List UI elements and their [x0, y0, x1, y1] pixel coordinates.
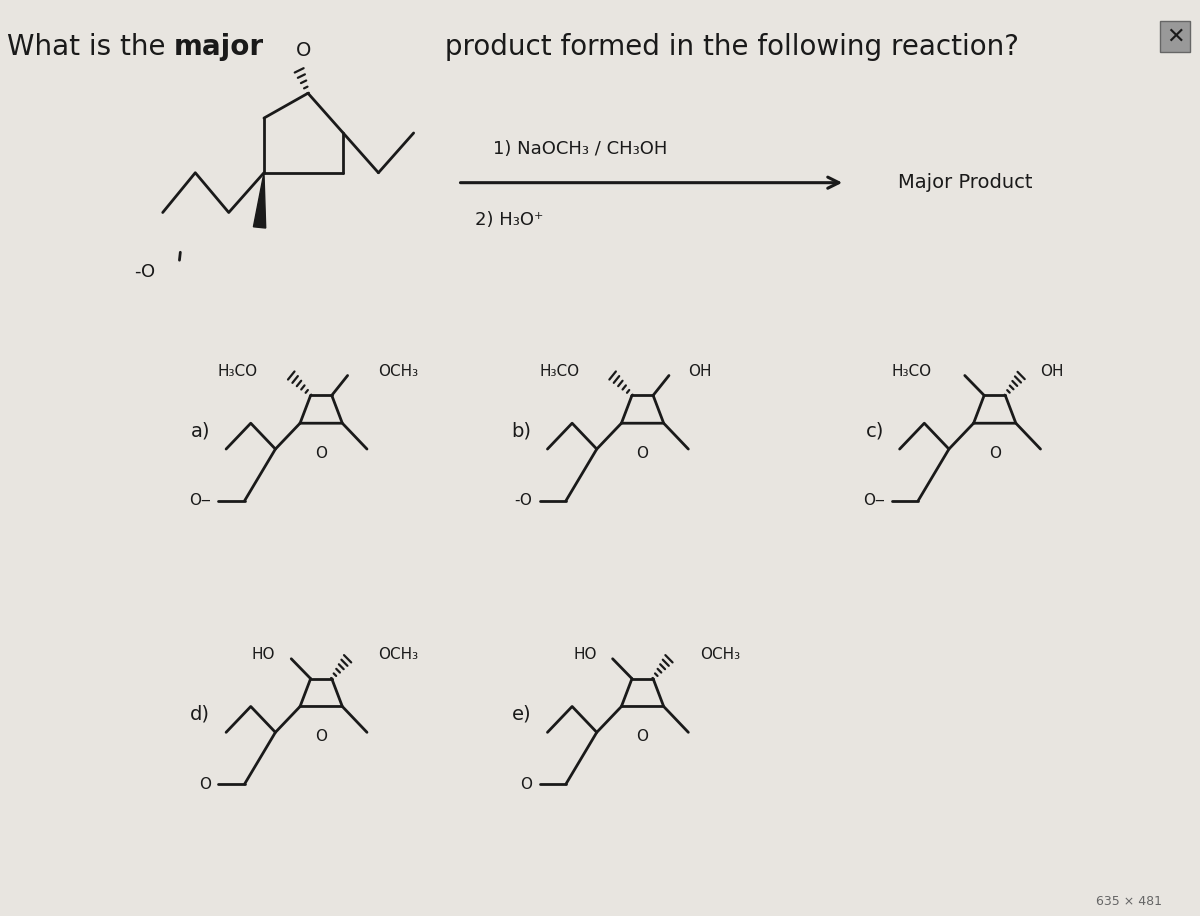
- Text: d): d): [191, 705, 210, 724]
- Text: OH: OH: [689, 364, 712, 379]
- Text: O‒: O‒: [190, 493, 211, 508]
- Text: 2) H₃O⁺: 2) H₃O⁺: [475, 211, 544, 228]
- Polygon shape: [253, 173, 265, 228]
- Text: OH: OH: [1040, 364, 1064, 379]
- Text: b): b): [511, 421, 532, 441]
- Text: product formed in the following reaction?: product formed in the following reaction…: [436, 32, 1019, 60]
- Text: O: O: [636, 445, 648, 461]
- Text: 635 × 481: 635 × 481: [1096, 895, 1162, 908]
- Text: H₃CO: H₃CO: [217, 364, 258, 379]
- Text: a): a): [191, 421, 210, 441]
- Text: O: O: [636, 729, 648, 744]
- Text: HO: HO: [574, 648, 596, 662]
- Text: O: O: [296, 41, 311, 60]
- Text: H₃CO: H₃CO: [539, 364, 580, 379]
- Text: O‒: O‒: [863, 493, 884, 508]
- Text: O: O: [316, 729, 328, 744]
- Text: ✕: ✕: [1166, 27, 1184, 47]
- Text: c): c): [865, 421, 883, 441]
- Text: What is the: What is the: [7, 32, 174, 60]
- Text: major: major: [174, 32, 264, 60]
- Text: OCH₃: OCH₃: [378, 648, 419, 662]
- Text: 1) NaOCH₃ / CH₃OH: 1) NaOCH₃ / CH₃OH: [493, 140, 667, 158]
- Text: -O: -O: [134, 263, 156, 281]
- Text: O: O: [521, 777, 533, 791]
- Text: H₃CO: H₃CO: [892, 364, 931, 379]
- Text: -O: -O: [515, 493, 533, 508]
- Text: HO: HO: [252, 648, 276, 662]
- Text: e): e): [512, 705, 532, 724]
- Text: O: O: [199, 777, 211, 791]
- Text: OCH₃: OCH₃: [700, 648, 740, 662]
- Text: Major Product: Major Product: [898, 173, 1032, 192]
- Text: OCH₃: OCH₃: [378, 364, 419, 379]
- Text: O: O: [316, 445, 328, 461]
- Text: O: O: [989, 445, 1001, 461]
